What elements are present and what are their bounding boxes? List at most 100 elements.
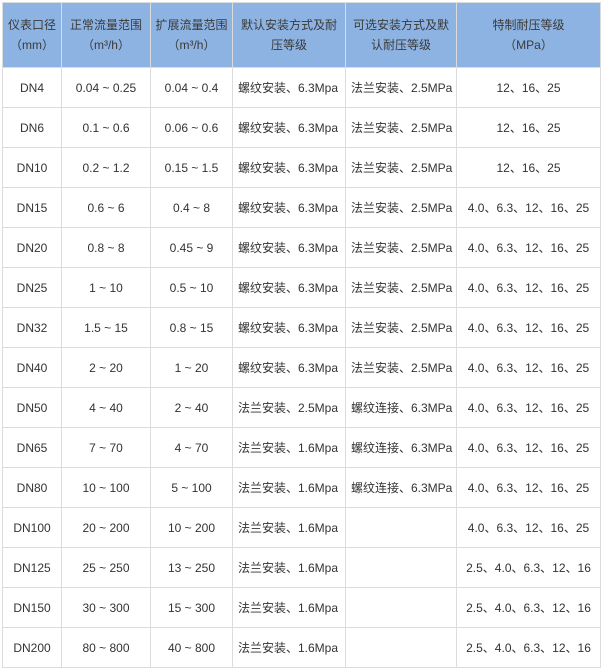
header-line: 默认安装方式及耐 — [240, 18, 337, 32]
header-default-install: 默认安装方式及耐 压等级 — [232, 2, 346, 68]
header-line: （MPa） — [504, 38, 553, 52]
cell-default-install: 螺纹安装、6.3Mpa — [232, 307, 346, 348]
cell-normal-flow: 7 ~ 70 — [61, 427, 151, 468]
cell-optional-install: 法兰安装、2.5MPa — [345, 347, 457, 388]
cell-normal-flow: 80 ~ 800 — [61, 627, 151, 668]
cell-default-install: 法兰安装、1.6Mpa — [232, 547, 346, 588]
cell-default-install: 法兰安装、1.6Mpa — [232, 587, 346, 628]
cell-extended-flow: 1 ~ 20 — [150, 347, 233, 388]
cell-default-install: 法兰安装、1.6Mpa — [232, 427, 346, 468]
cell-default-install: 法兰安装、2.5Mpa — [232, 387, 346, 428]
cell-size: DN50 — [2, 387, 62, 428]
table-row: DN25 1 ~ 10 0.5 ~ 10 螺纹安装、6.3Mpa 法兰安装、2.5MPa… — [2, 267, 601, 308]
cell-normal-flow: 0.2 ~ 1.2 — [61, 147, 151, 188]
cell-extended-flow: 40 ~ 800 — [150, 627, 233, 668]
table-row: DN15 0.6 ~ 6 0.4 ~ 8 螺纹安装、6.3Mpa 法兰安装、2.5MPa… — [2, 187, 601, 228]
cell-size: DN20 — [2, 227, 62, 268]
cell-normal-flow: 1 ~ 10 — [61, 267, 151, 308]
cell-extended-flow: 2 ~ 40 — [150, 387, 233, 428]
cell-optional-install: 法兰安装、2.5MPa — [345, 107, 457, 148]
cell-extended-flow: 5 ~ 100 — [150, 467, 233, 508]
cell-default-install: 螺纹安装、6.3Mpa — [232, 347, 346, 388]
cell-optional-install — [345, 627, 457, 668]
table-row: DN150 30 ~ 300 15 ~ 300 法兰安装、1.6Mpa 2.5、4.0、… — [2, 587, 601, 628]
header-line: 压等级 — [270, 38, 307, 52]
cell-optional-install: 法兰安装、2.5MPa — [345, 227, 457, 268]
cell-special-pressure: 4.0、6.3、12、16、25 — [456, 187, 601, 228]
cell-special-pressure: 4.0、6.3、12、16、25 — [456, 347, 601, 388]
cell-default-install: 法兰安装、1.6Mpa — [232, 467, 346, 508]
header-line: （mm） — [10, 38, 54, 52]
cell-extended-flow: 4 ~ 70 — [150, 427, 233, 468]
cell-normal-flow: 20 ~ 200 — [61, 507, 151, 548]
cell-special-pressure: 4.0、6.3、12、16、25 — [456, 307, 601, 348]
cell-default-install: 螺纹安装、6.3Mpa — [232, 147, 346, 188]
header-line: （m³/h） — [167, 38, 216, 52]
cell-special-pressure: 4.0、6.3、12、16、25 — [456, 507, 601, 548]
header-size: 仪表口径 （mm） — [2, 2, 62, 68]
cell-optional-install: 法兰安装、2.5MPa — [345, 307, 457, 348]
cell-default-install: 螺纹安装、6.3Mpa — [232, 107, 346, 148]
cell-size: DN4 — [2, 67, 62, 108]
cell-special-pressure: 4.0、6.3、12、16、25 — [456, 387, 601, 428]
cell-normal-flow: 0.8 ~ 8 — [61, 227, 151, 268]
cell-optional-install — [345, 507, 457, 548]
cell-extended-flow: 0.06 ~ 0.6 — [150, 107, 233, 148]
cell-extended-flow: 15 ~ 300 — [150, 587, 233, 628]
cell-normal-flow: 0.04 ~ 0.25 — [61, 67, 151, 108]
cell-extended-flow: 0.4 ~ 8 — [150, 187, 233, 228]
cell-default-install: 螺纹安装、6.3Mpa — [232, 67, 346, 108]
cell-size: DN80 — [2, 467, 62, 508]
cell-normal-flow: 25 ~ 250 — [61, 547, 151, 588]
header-optional-install: 可选安装方式及默 认耐压等级 — [345, 2, 457, 68]
header-line: 认耐压等级 — [370, 38, 431, 52]
table-row: DN65 7 ~ 70 4 ~ 70 法兰安装、1.6Mpa 螺纹连接、6.3MPa 4.… — [2, 427, 601, 468]
table-row: DN80 10 ~ 100 5 ~ 100 法兰安装、1.6Mpa 螺纹连接、6.3MP… — [2, 467, 601, 508]
cell-special-pressure: 12、16、25 — [456, 107, 601, 148]
cell-optional-install: 法兰安装、2.5MPa — [345, 67, 457, 108]
header-normal-flow: 正常流量范围 （m³/h） — [61, 2, 151, 68]
header-line: 正常流量范围 — [69, 18, 142, 32]
header-line: （m³/h） — [81, 38, 130, 52]
cell-optional-install: 螺纹连接、6.3MPa — [345, 427, 457, 468]
cell-size: DN10 — [2, 147, 62, 188]
table-row: DN40 2 ~ 20 1 ~ 20 螺纹安装、6.3Mpa 法兰安装、2.5MPa 4.… — [2, 347, 601, 388]
cell-extended-flow: 0.8 ~ 15 — [150, 307, 233, 348]
cell-optional-install: 法兰安装、2.5MPa — [345, 267, 457, 308]
cell-special-pressure: 4.0、6.3、12、16、25 — [456, 227, 601, 268]
header-extended-flow: 扩展流量范围 （m³/h） — [150, 2, 233, 68]
cell-normal-flow: 30 ~ 300 — [61, 587, 151, 628]
cell-optional-install: 法兰安装、2.5MPa — [345, 187, 457, 228]
cell-size: DN125 — [2, 547, 62, 588]
cell-size: DN200 — [2, 627, 62, 668]
table-row: DN4 0.04 ~ 0.25 0.04 ~ 0.4 螺纹安装、6.3Mpa 法兰安装、… — [2, 67, 601, 108]
cell-extended-flow: 0.5 ~ 10 — [150, 267, 233, 308]
cell-optional-install — [345, 547, 457, 588]
table-row: DN200 80 ~ 800 40 ~ 800 法兰安装、1.6Mpa 2.5、4.0、… — [2, 627, 601, 668]
cell-extended-flow: 0.45 ~ 9 — [150, 227, 233, 268]
table-row: DN100 20 ~ 200 10 ~ 200 法兰安装、1.6Mpa 4.0、6.3、… — [2, 507, 601, 548]
cell-normal-flow: 10 ~ 100 — [61, 467, 151, 508]
cell-size: DN32 — [2, 307, 62, 348]
cell-special-pressure: 4.0、6.3、12、16、25 — [456, 267, 601, 308]
cell-size: DN25 — [2, 267, 62, 308]
header-special-pressure: 特制耐压等级 （MPa） — [456, 2, 601, 68]
cell-normal-flow: 0.6 ~ 6 — [61, 187, 151, 228]
cell-normal-flow: 4 ~ 40 — [61, 387, 151, 428]
cell-normal-flow: 1.5 ~ 15 — [61, 307, 151, 348]
cell-default-install: 螺纹安装、6.3Mpa — [232, 227, 346, 268]
cell-special-pressure: 12、16、25 — [456, 147, 601, 188]
cell-size: DN15 — [2, 187, 62, 228]
cell-special-pressure: 2.5、4.0、6.3、12、16 — [456, 547, 601, 588]
table-row: DN6 0.1 ~ 0.6 0.06 ~ 0.6 螺纹安装、6.3Mpa 法兰安装、2.… — [2, 107, 601, 148]
cell-extended-flow: 0.15 ~ 1.5 — [150, 147, 233, 188]
cell-size: DN150 — [2, 587, 62, 628]
cell-extended-flow: 13 ~ 250 — [150, 547, 233, 588]
cell-normal-flow: 2 ~ 20 — [61, 347, 151, 388]
cell-special-pressure: 4.0、6.3、12、16、25 — [456, 427, 601, 468]
cell-special-pressure: 2.5、4.0、6.3、12、16 — [456, 587, 601, 628]
cell-size: DN6 — [2, 107, 62, 148]
cell-special-pressure: 2.5、4.0、6.3、12、16 — [456, 627, 601, 668]
cell-optional-install: 螺纹连接、6.3MPa — [345, 467, 457, 508]
cell-special-pressure: 12、16、25 — [456, 67, 601, 108]
